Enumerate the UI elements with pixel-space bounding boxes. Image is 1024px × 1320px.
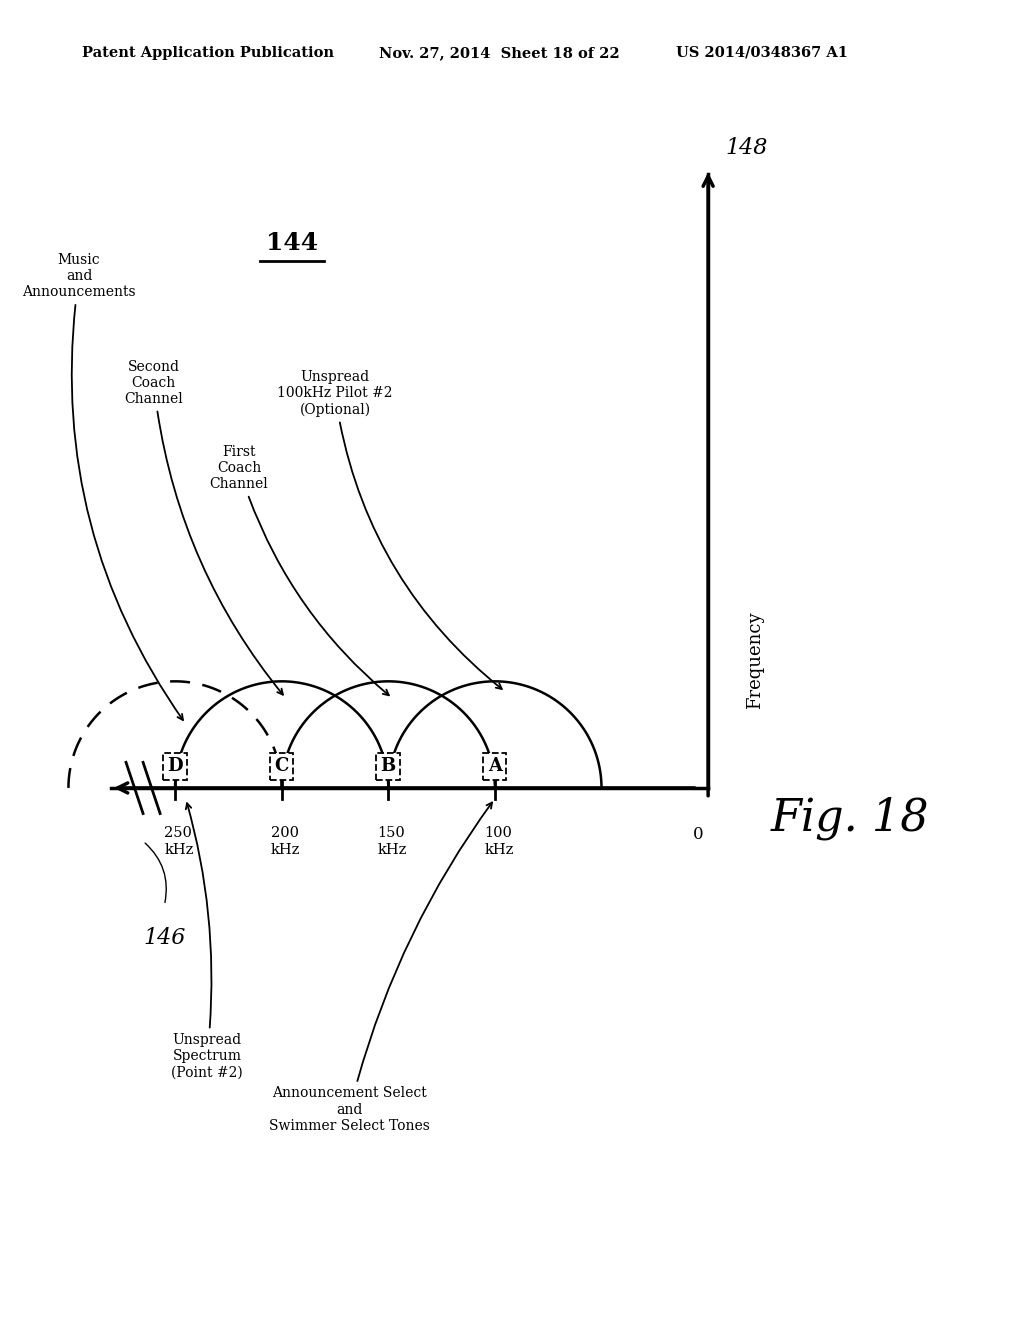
Text: 150
kHz: 150 kHz: [378, 826, 407, 857]
Text: Unspread
100kHz Pilot #2
(Optional): Unspread 100kHz Pilot #2 (Optional): [278, 370, 502, 689]
Text: Fig. 18: Fig. 18: [771, 797, 929, 840]
Text: Patent Application Publication: Patent Application Publication: [82, 46, 334, 59]
Text: US 2014/0348367 A1: US 2014/0348367 A1: [676, 46, 848, 59]
Text: B: B: [381, 758, 396, 775]
Text: First
Coach
Channel: First Coach Channel: [210, 445, 389, 696]
Text: 148: 148: [725, 137, 768, 160]
Text: Unspread
Spectrum
(Point #2): Unspread Spectrum (Point #2): [171, 803, 243, 1080]
Text: 146: 146: [143, 927, 185, 949]
Text: Second
Coach
Channel: Second Coach Channel: [124, 359, 283, 694]
Text: Frequency: Frequency: [746, 611, 764, 709]
Text: A: A: [487, 758, 502, 775]
Text: 0: 0: [693, 826, 703, 843]
Text: Nov. 27, 2014  Sheet 18 of 22: Nov. 27, 2014 Sheet 18 of 22: [379, 46, 620, 59]
Text: 144: 144: [266, 231, 318, 255]
FancyArrowPatch shape: [145, 843, 166, 903]
Text: Announcement Select
and
Swimmer Select Tones: Announcement Select and Swimmer Select T…: [269, 803, 493, 1133]
Text: 200
kHz: 200 kHz: [271, 826, 300, 857]
Text: 250
kHz: 250 kHz: [165, 826, 194, 857]
Text: 100
kHz: 100 kHz: [484, 826, 514, 857]
Text: Music
and
Announcements: Music and Announcements: [23, 253, 183, 719]
Text: C: C: [274, 758, 289, 775]
Text: D: D: [167, 758, 183, 775]
